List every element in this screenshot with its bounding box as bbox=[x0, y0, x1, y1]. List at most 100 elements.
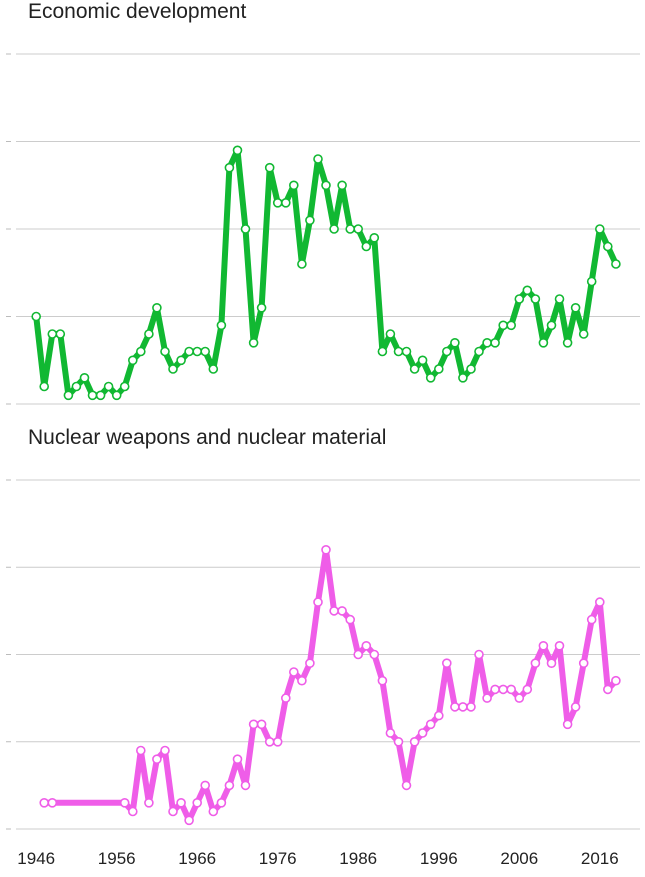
data-point-1-4 bbox=[136, 745, 146, 756]
data-point-1-20 bbox=[264, 736, 275, 747]
data-point-1-11 bbox=[192, 797, 202, 808]
data-point-1-27 bbox=[321, 544, 331, 555]
x-tick-label-2: 1966 bbox=[178, 849, 216, 868]
data-point-0-64 bbox=[546, 320, 557, 331]
data-point-0-51 bbox=[441, 346, 452, 357]
data-point-0-68 bbox=[578, 329, 589, 339]
data-point-0-15 bbox=[152, 302, 162, 313]
data-point-1-21 bbox=[272, 736, 283, 747]
data-point-1-49 bbox=[498, 684, 509, 695]
data-point-1-44 bbox=[458, 702, 468, 712]
data-point-1-34 bbox=[377, 675, 388, 686]
data-point-0-67 bbox=[570, 302, 581, 313]
data-point-0-65 bbox=[554, 294, 565, 304]
data-point-0-30 bbox=[272, 198, 283, 208]
chart-panel-1: 1946 1956 1966 1976 1986 1996 2006 2016 bbox=[6, 479, 640, 868]
data-point-0-61 bbox=[522, 285, 533, 296]
data-point-1-12 bbox=[200, 780, 210, 791]
data-point-0-12 bbox=[128, 355, 138, 366]
data-point-0-7 bbox=[87, 390, 98, 401]
data-point-1-60 bbox=[586, 614, 597, 625]
data-point-1-54 bbox=[538, 640, 549, 651]
data-point-0-48 bbox=[417, 355, 428, 366]
data-point-0-44 bbox=[385, 329, 396, 339]
data-point-1-6 bbox=[152, 754, 162, 765]
data-point-0-14 bbox=[144, 329, 154, 339]
data-point-1-48 bbox=[490, 684, 500, 695]
data-point-1-8 bbox=[168, 806, 178, 817]
data-point-0-26 bbox=[240, 224, 251, 234]
data-point-0-39 bbox=[345, 224, 356, 234]
data-point-1-55 bbox=[546, 658, 557, 669]
data-point-1-45 bbox=[466, 702, 476, 712]
data-point-0-5 bbox=[71, 381, 82, 392]
data-point-1-37 bbox=[401, 780, 412, 791]
data-point-1-35 bbox=[385, 728, 396, 738]
data-point-0-69 bbox=[586, 276, 597, 287]
data-point-1-32 bbox=[361, 640, 372, 651]
data-point-1-28 bbox=[329, 606, 339, 616]
data-point-1-42 bbox=[441, 658, 452, 669]
data-point-0-52 bbox=[450, 337, 460, 348]
x-tick-label-1: 1956 bbox=[98, 849, 136, 868]
data-point-0-17 bbox=[168, 364, 178, 374]
data-point-0-22 bbox=[208, 364, 219, 374]
data-point-1-18 bbox=[248, 719, 259, 730]
data-point-1-1 bbox=[47, 797, 58, 808]
data-point-1-25 bbox=[305, 658, 315, 669]
data-point-1-62 bbox=[602, 684, 613, 695]
x-tick-label-6: 2006 bbox=[500, 849, 538, 868]
data-point-1-41 bbox=[433, 710, 444, 721]
data-point-1-9 bbox=[176, 797, 186, 808]
data-point-1-19 bbox=[256, 719, 267, 730]
data-point-0-3 bbox=[55, 329, 66, 339]
data-point-0-11 bbox=[119, 381, 130, 392]
data-point-0-50 bbox=[433, 364, 444, 374]
data-point-1-36 bbox=[393, 736, 404, 747]
data-point-1-7 bbox=[160, 745, 170, 756]
x-tick-label-7: 2016 bbox=[581, 849, 619, 868]
data-point-1-63 bbox=[611, 675, 621, 686]
data-point-0-57 bbox=[490, 337, 500, 348]
data-point-1-15 bbox=[224, 780, 235, 791]
data-point-0-31 bbox=[280, 198, 291, 208]
data-point-0-66 bbox=[562, 337, 573, 348]
data-point-1-61 bbox=[594, 597, 605, 607]
data-point-0-63 bbox=[538, 337, 549, 348]
data-point-0-6 bbox=[79, 372, 90, 383]
data-point-0-27 bbox=[248, 337, 259, 348]
data-point-0-41 bbox=[361, 241, 372, 252]
x-tick-label-3: 1976 bbox=[259, 849, 297, 868]
data-point-0-9 bbox=[103, 381, 114, 392]
data-point-1-26 bbox=[313, 597, 323, 607]
chart-title-economic-development: Economic development bbox=[28, 0, 247, 23]
data-point-0-20 bbox=[192, 346, 202, 357]
data-point-0-45 bbox=[393, 346, 404, 357]
data-point-1-30 bbox=[345, 614, 356, 625]
data-point-0-25 bbox=[232, 145, 243, 156]
data-point-1-33 bbox=[369, 649, 380, 660]
data-point-0-56 bbox=[482, 337, 492, 348]
data-point-1-22 bbox=[280, 693, 291, 703]
data-point-1-31 bbox=[353, 649, 364, 660]
data-point-1-13 bbox=[208, 806, 219, 817]
data-point-1-38 bbox=[409, 736, 420, 747]
data-point-0-36 bbox=[321, 180, 331, 191]
data-point-1-3 bbox=[128, 806, 138, 817]
data-point-1-52 bbox=[522, 684, 533, 695]
data-point-0-49 bbox=[425, 372, 436, 383]
data-point-0-71 bbox=[602, 241, 613, 252]
data-point-0-42 bbox=[369, 233, 380, 243]
chart-title-nuclear-weapons: Nuclear weapons and nuclear material bbox=[28, 426, 387, 449]
data-point-1-2 bbox=[119, 797, 130, 808]
data-point-0-1 bbox=[39, 381, 50, 392]
data-point-0-58 bbox=[498, 320, 509, 331]
data-point-0-55 bbox=[474, 346, 484, 357]
x-tick-label-0: 1946 bbox=[17, 849, 55, 868]
data-point-0-10 bbox=[111, 390, 122, 401]
data-point-0-23 bbox=[216, 320, 227, 331]
data-point-1-10 bbox=[184, 815, 194, 826]
data-point-1-39 bbox=[417, 728, 428, 738]
data-point-0-4 bbox=[63, 390, 74, 401]
data-point-0-19 bbox=[184, 346, 194, 357]
